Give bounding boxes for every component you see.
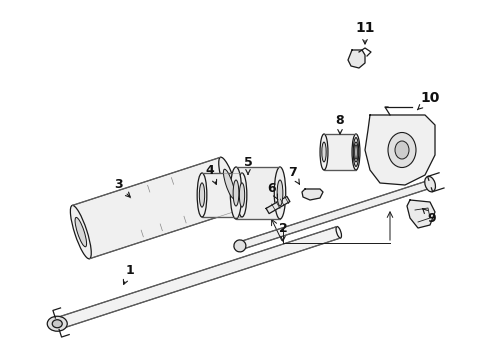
Polygon shape [236,167,280,219]
Ellipse shape [354,142,358,162]
Polygon shape [266,197,290,213]
Polygon shape [348,50,365,68]
Ellipse shape [75,217,87,247]
Ellipse shape [47,316,67,331]
Polygon shape [407,200,435,228]
Ellipse shape [238,242,242,250]
Polygon shape [72,157,238,259]
Polygon shape [239,180,431,250]
Ellipse shape [223,169,235,199]
Text: 6: 6 [268,181,278,200]
Polygon shape [365,115,435,185]
Text: 4: 4 [206,163,217,184]
Ellipse shape [274,167,286,219]
Ellipse shape [336,226,342,238]
Ellipse shape [425,176,436,192]
Ellipse shape [197,173,207,217]
Text: 9: 9 [423,209,436,225]
Polygon shape [202,173,242,217]
Ellipse shape [219,157,240,211]
Ellipse shape [355,145,357,159]
Ellipse shape [199,183,205,207]
Ellipse shape [233,180,239,206]
Ellipse shape [388,132,416,167]
Text: 5: 5 [244,156,252,174]
Ellipse shape [428,180,432,188]
Ellipse shape [52,320,62,328]
Ellipse shape [352,134,360,170]
Ellipse shape [322,142,326,162]
Text: 10: 10 [417,91,440,110]
Text: 11: 11 [355,21,375,44]
Ellipse shape [320,134,328,170]
Ellipse shape [71,206,91,259]
Polygon shape [55,226,341,329]
Polygon shape [324,134,356,170]
Polygon shape [302,189,323,200]
Ellipse shape [54,318,60,329]
Text: 2: 2 [279,221,287,241]
Ellipse shape [234,240,246,252]
Ellipse shape [277,180,283,206]
Ellipse shape [230,167,242,219]
Text: 8: 8 [336,113,344,134]
Ellipse shape [353,138,359,166]
Text: 7: 7 [288,166,299,184]
Ellipse shape [237,173,247,217]
Text: 1: 1 [123,264,134,284]
Text: 3: 3 [114,179,130,197]
Ellipse shape [395,141,409,159]
Ellipse shape [239,183,245,207]
